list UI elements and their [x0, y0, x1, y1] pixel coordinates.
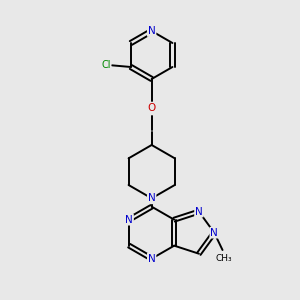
- Text: N: N: [148, 26, 155, 36]
- Text: Cl: Cl: [101, 60, 111, 70]
- Text: N: N: [148, 193, 155, 203]
- Text: N: N: [210, 228, 218, 238]
- Text: CH₃: CH₃: [216, 254, 232, 263]
- Text: N: N: [148, 254, 155, 264]
- Text: N: N: [195, 207, 203, 217]
- Text: O: O: [148, 103, 156, 113]
- Text: N: N: [125, 215, 133, 225]
